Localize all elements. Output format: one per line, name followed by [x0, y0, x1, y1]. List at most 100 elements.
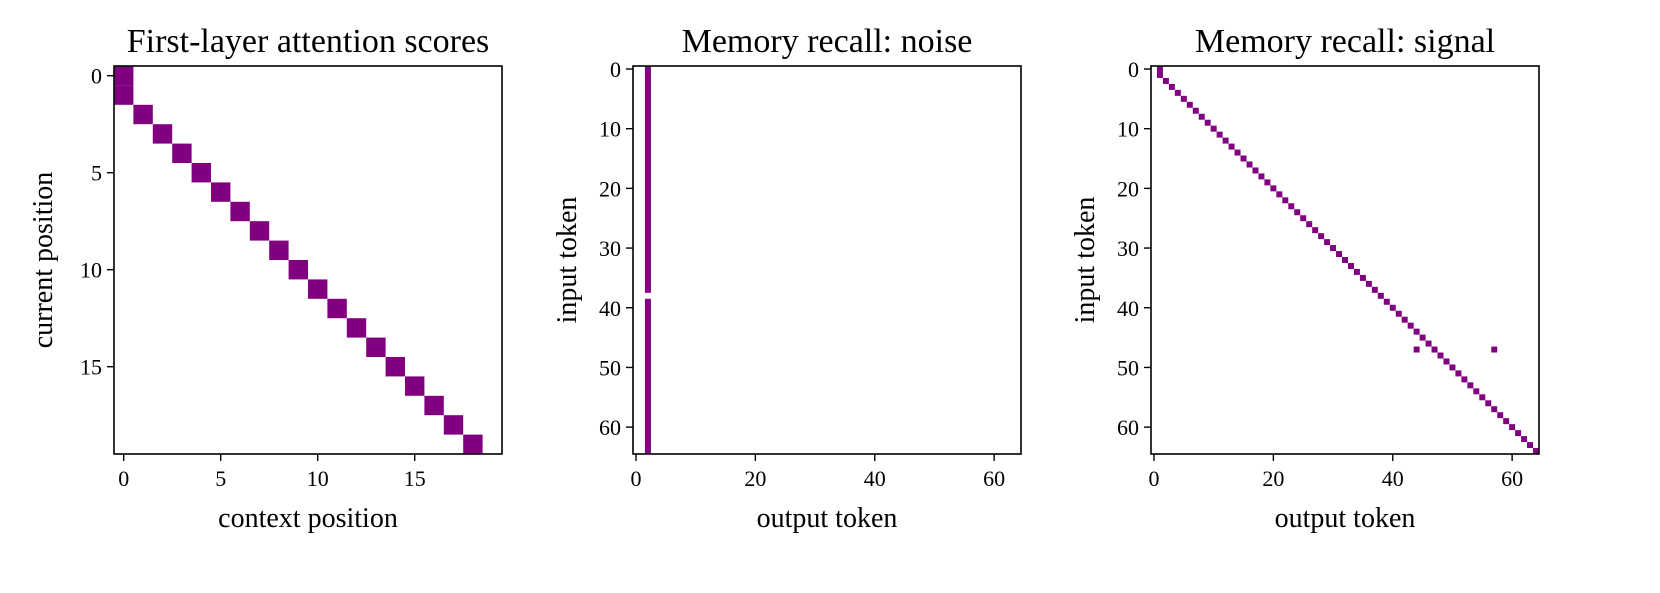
heatmap-cell: [152, 124, 173, 144]
heatmap-cell: [1491, 346, 1498, 353]
y-tick-label: 10: [1117, 117, 1139, 142]
heatmap-cell: [1467, 382, 1474, 389]
heatmap-cell: [1389, 304, 1396, 311]
heatmap-cell: [1407, 322, 1414, 329]
x-tick-label: 0: [1148, 466, 1159, 491]
heatmap-cell: [1312, 227, 1319, 234]
panel-2: 0 20 40 60 0 10 20 30 40 50 60 Memory recall: noise…: [552, 23, 1022, 534]
heatmap-cell: [1342, 257, 1348, 263]
y-tick-label: 10: [599, 117, 621, 142]
heatmap-cell: [346, 318, 367, 338]
x-axis-label: context position: [218, 503, 398, 534]
heatmap-cell: [1186, 101, 1193, 108]
y-axis-label: input token: [1070, 197, 1101, 324]
heatmap-cell: [1324, 239, 1331, 246]
heatmap-cell: [308, 279, 328, 299]
heatmap-cell: [1156, 66, 1163, 72]
heatmap-cell: [191, 163, 211, 183]
heatmap-cell: [1371, 286, 1378, 293]
chart-title: Memory recall: noise: [682, 23, 973, 60]
heatmap-cell: [1359, 274, 1366, 281]
x-tick-label: 20: [744, 466, 766, 491]
heatmap-cell: [1455, 370, 1462, 377]
heatmap-cell: [463, 434, 483, 454]
heatmap-cell: [1449, 364, 1456, 371]
heatmap-cell: [1437, 352, 1444, 359]
y-tick-label: 40: [1117, 296, 1139, 321]
y-tick-label: 60: [1117, 415, 1139, 440]
heatmap-cell: [269, 240, 289, 260]
heatmap-cell: [1497, 412, 1504, 419]
x-tick-label: 10: [307, 466, 329, 491]
heatmap-cell: [1395, 310, 1402, 317]
heatmap-cell: [1258, 173, 1265, 180]
heatmap-cell: [1443, 358, 1450, 365]
heatmap-cell: [1204, 119, 1211, 126]
heatmap-cell: [1234, 149, 1241, 156]
heatmap-cell: [1377, 292, 1384, 299]
x-tick-label: 0: [118, 466, 129, 491]
y-tick-label: 50: [1117, 355, 1139, 380]
heatmap-cell: [1431, 346, 1438, 353]
heatmap-cell: [1222, 137, 1229, 144]
heatmap-cell: [1228, 143, 1235, 150]
y-tick-label: 20: [599, 176, 621, 201]
y-tick-label: 30: [599, 236, 621, 261]
heatmap-cell: [1240, 155, 1247, 162]
y-tick-label: 30: [1117, 236, 1139, 261]
x-axis-label: output token: [757, 503, 898, 534]
y-tick-label: 20: [1117, 176, 1139, 201]
heatmap-cell: [1282, 197, 1289, 204]
heatmap-cell: [1461, 376, 1468, 383]
heatmap-cell: [1419, 334, 1426, 341]
x-tick-label: 40: [864, 466, 886, 491]
heatmap-cell: [1353, 268, 1360, 275]
heatmap-cell: [1515, 430, 1522, 437]
heatmap-cell: [1527, 442, 1534, 449]
heatmap-cell: [1300, 215, 1307, 222]
heatmap-cell: [1473, 388, 1480, 395]
heatmap-cell: [1294, 209, 1301, 216]
heatmap-cell: [1162, 77, 1169, 84]
axes-frame: [1150, 65, 1540, 455]
x-axis-label: output token: [1275, 503, 1416, 534]
y-tick-label: 0: [91, 64, 102, 89]
heatmap-cell: [1413, 328, 1420, 335]
heatmap-cell: [114, 85, 134, 105]
x-tick-label: 0: [630, 466, 641, 491]
heatmap-cell: [1521, 436, 1528, 443]
heatmap-cell: [1533, 448, 1539, 454]
heatmap-cell: [1246, 161, 1253, 168]
y-tick-label: 15: [80, 355, 102, 380]
y-tick-label: 60: [599, 415, 621, 440]
heatmap-cell: [230, 201, 250, 222]
heatmap-cell: [1276, 191, 1283, 198]
y-tick-label: 10: [80, 258, 102, 283]
heatmap-cell: [1330, 245, 1337, 252]
x-tick-label: 5: [215, 466, 226, 491]
axes-frame: [113, 65, 503, 455]
y-tick-label: 40: [599, 296, 621, 321]
heatmap-cell: [1180, 95, 1187, 102]
panel-1: 0 5 10 15 0 5 10 15 First-layer attention scores…: [28, 23, 503, 534]
y-tick-label: 0: [1128, 57, 1139, 82]
heatmap-cell: [133, 104, 153, 125]
y-tick-label: 50: [599, 355, 621, 380]
y-axis-label: input token: [552, 197, 583, 324]
heatmap-cell: [424, 395, 444, 416]
heatmap-cell: [443, 415, 464, 435]
heatmap-cell: [1174, 89, 1181, 96]
heatmap-cell: [1413, 346, 1420, 353]
heatmap-cell: [1288, 203, 1295, 210]
heatmap-cell: [1270, 185, 1277, 192]
chart-title: First-layer attention scores: [127, 23, 490, 60]
heatmap-cell: [1503, 418, 1510, 425]
heatmap-cell: [366, 337, 386, 357]
x-tick-label: 20: [1262, 466, 1284, 491]
heatmap-cell: [1156, 71, 1163, 78]
heatmap-cell: [249, 221, 270, 241]
x-tick-label: 40: [1382, 466, 1404, 491]
heatmap-cell: [1365, 280, 1372, 287]
heatmap-cell: [114, 66, 134, 86]
